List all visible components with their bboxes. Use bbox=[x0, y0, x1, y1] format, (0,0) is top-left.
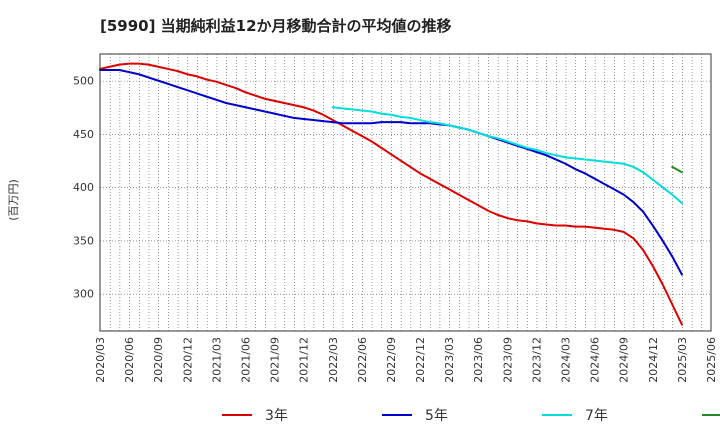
x-tick-label: 2021/09 bbox=[269, 337, 282, 383]
x-tick-label: 2021/03 bbox=[210, 337, 223, 383]
series-line-7年 bbox=[331, 106, 683, 205]
y-tick-label: 300 bbox=[73, 288, 94, 301]
x-tick-label: 2023/06 bbox=[472, 337, 485, 383]
x-tick-labels: 2020/03 2020/06 2020/09 2020/12 2021/03 2021/… bbox=[94, 337, 718, 383]
x-tick-label: 2024/03 bbox=[560, 337, 573, 383]
x-tick-label: 2024/09 bbox=[618, 337, 631, 383]
chart-title: [5990] 当期純利益12か月移動合計の平均値の推移 bbox=[100, 17, 452, 35]
series-line-10年 bbox=[671, 165, 683, 174]
y-tick-label: 500 bbox=[73, 75, 94, 88]
legend-label: 7年 bbox=[585, 408, 608, 424]
x-tick-label: 2025/06 bbox=[705, 337, 718, 383]
plot-frame bbox=[99, 53, 712, 332]
y-axis-label: (百万円) bbox=[7, 179, 20, 221]
x-tick-label: 2023/12 bbox=[530, 337, 543, 383]
y-tick-label: 450 bbox=[73, 128, 94, 141]
legend-item: 7年 bbox=[542, 408, 608, 424]
x-tick-label: 2021/06 bbox=[239, 337, 252, 383]
y-tick-label: 350 bbox=[73, 234, 94, 247]
x-tick-label: 2020/06 bbox=[123, 337, 136, 383]
legend-item: 10年 bbox=[702, 414, 720, 416]
x-tick-label: 2024/12 bbox=[647, 337, 660, 383]
x-tick-label: 2021/12 bbox=[298, 337, 311, 383]
x-tick-label: 2020/03 bbox=[94, 337, 107, 383]
series-line-3年 bbox=[99, 62, 683, 326]
x-tick-label: 2022/09 bbox=[385, 337, 398, 383]
y-tick-labels: 300 350 400 450 500 bbox=[73, 75, 94, 301]
legend-label: 5年 bbox=[425, 408, 448, 424]
x-tick-label: 2022/12 bbox=[414, 337, 427, 383]
x-tick-label: 2023/09 bbox=[501, 337, 514, 383]
x-tick-label: 2020/12 bbox=[181, 337, 194, 383]
legend-item: 5年 bbox=[382, 408, 448, 424]
x-tick-label: 2023/03 bbox=[443, 337, 456, 383]
series-lines bbox=[99, 62, 683, 326]
x-tick-label: 2025/03 bbox=[676, 337, 689, 383]
x-tick-label: 2020/09 bbox=[152, 337, 165, 383]
y-tick-label: 400 bbox=[73, 181, 94, 194]
legend: 3年 5年 7年 10年 bbox=[222, 408, 720, 424]
series-line-5年 bbox=[99, 68, 683, 276]
x-tick-label: 2022/03 bbox=[327, 337, 340, 383]
legend-item: 3年 bbox=[222, 408, 288, 424]
grid bbox=[100, 54, 711, 331]
x-tick-label: 2022/06 bbox=[356, 337, 369, 383]
x-tick-label: 2024/06 bbox=[589, 337, 602, 383]
legend-label: 3年 bbox=[265, 408, 288, 424]
